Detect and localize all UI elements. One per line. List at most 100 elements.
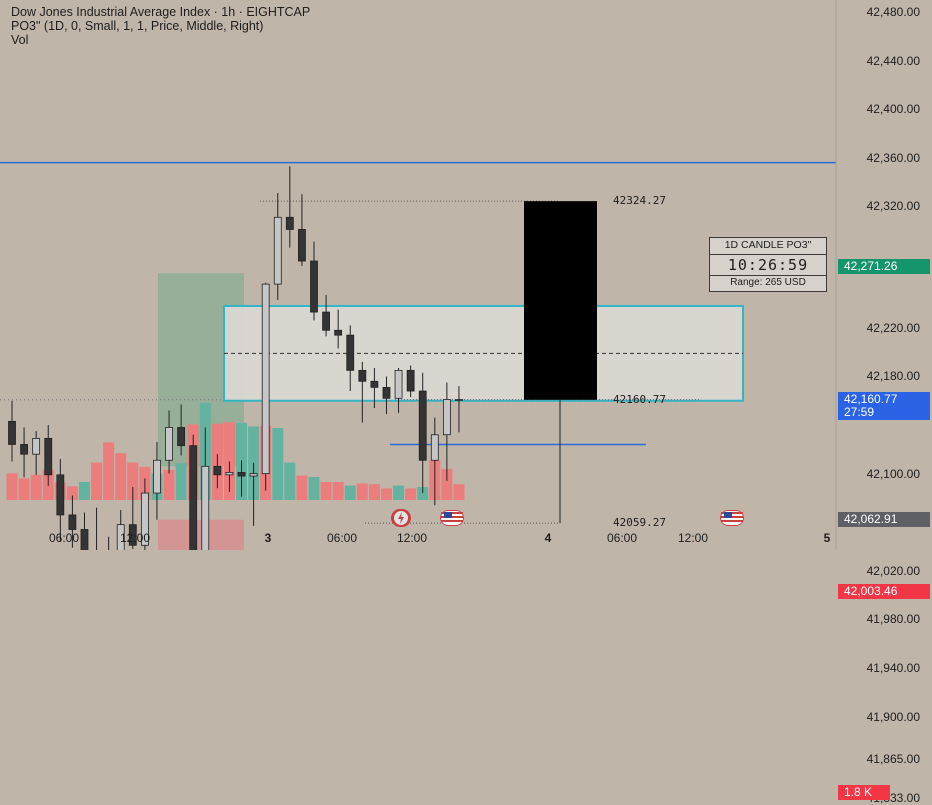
candle-body	[442, 399, 451, 436]
price-label-blue: 42,160.77 27:59	[838, 391, 930, 420]
us-flag-icon	[720, 510, 744, 526]
candle-body	[189, 445, 198, 550]
price-tick-label: 41,940.00	[866, 660, 920, 675]
candle-body	[213, 465, 222, 476]
candle-body	[370, 380, 379, 388]
time-tick-label: 06:00	[606, 531, 638, 545]
candle-body	[406, 369, 415, 392]
candle-body	[44, 437, 53, 476]
candle-body	[455, 399, 463, 401]
price-label-red: 1.8 K	[838, 784, 890, 800]
time-tick-label: 06:00	[48, 531, 80, 545]
volume-bar	[175, 463, 187, 500]
candle-body	[237, 472, 246, 477]
po3-level-annotation: 42324.27	[613, 194, 666, 208]
price-label-value: 42,160.77	[844, 391, 898, 406]
price-tick-label: 42,180.00	[866, 369, 920, 384]
price-label-red: 42,003.46	[838, 583, 930, 599]
volume-bar	[127, 462, 139, 500]
time-tick-label: 12:00	[119, 531, 151, 545]
price-tick-label: 42,360.00	[866, 150, 920, 165]
candle-body	[273, 216, 282, 285]
candle-body	[261, 283, 270, 475]
volume-bar	[296, 475, 308, 500]
price-tick-label: 42,400.00	[866, 102, 920, 117]
candle-body	[298, 229, 306, 262]
time-tick-label: 4	[544, 531, 552, 545]
volume-bar	[453, 484, 465, 500]
po3-info-panel: 1D CANDLE PO3" 10:26:59 Range: 265 USD	[709, 237, 827, 292]
po3-level-annotation: 42059.27	[613, 516, 666, 530]
candle-body	[80, 529, 89, 550]
time-tick-label: 12:00	[396, 531, 428, 545]
candle-body	[20, 444, 28, 455]
candle-body	[285, 216, 294, 230]
volume-bar	[18, 478, 30, 500]
candle-body	[358, 369, 367, 382]
price-tick-label: 41,980.00	[866, 612, 920, 627]
lightning-event-icon[interactable]	[391, 509, 411, 527]
volume-bar	[417, 487, 429, 500]
price-tick-label: 42,220.00	[866, 320, 920, 335]
candle-body	[165, 427, 173, 461]
candle-body	[249, 473, 258, 477]
volume-bar	[284, 462, 296, 500]
candle-body	[418, 390, 427, 461]
volume-bar	[30, 474, 42, 500]
volume-bar	[66, 486, 78, 500]
candle-body	[310, 260, 318, 313]
candle-body	[116, 524, 125, 550]
us-flag-event-icon[interactable]	[440, 510, 464, 526]
po3-countdown: 10:26:59	[710, 254, 826, 276]
volume-bar	[332, 482, 344, 500]
candle-body	[394, 369, 403, 399]
volume-bar	[272, 428, 284, 500]
candle-body	[32, 437, 41, 455]
volume-bar	[308, 476, 320, 500]
price-tick-label: 42,480.00	[866, 5, 920, 19]
volume-label: Vol	[11, 33, 29, 47]
time-tick-label: 5	[823, 531, 831, 545]
volume-bar	[223, 422, 235, 500]
price-tick-label: 42,440.00	[866, 53, 920, 68]
po3-range: Range: 265 USD	[730, 277, 806, 288]
candle-body	[140, 492, 149, 546]
indicator-label: PO3" (1D, 0, Small, 1, 1, Price, Middle,…	[11, 19, 264, 33]
po3-candle-body	[524, 201, 597, 400]
price-tick-label: 41,900.00	[866, 709, 920, 724]
candle-body	[56, 474, 65, 516]
us-flag-event-icon-2[interactable]	[720, 510, 744, 526]
candle-body	[430, 434, 439, 461]
candle-body	[153, 459, 161, 494]
chart-canvas[interactable]	[0, 0, 932, 550]
price-label-green: 42,271.26	[838, 258, 930, 274]
po3-title: 1D CANDLE PO3"	[724, 239, 812, 251]
lightning-icon	[392, 509, 410, 527]
volume-bar	[103, 442, 115, 500]
volume-bar	[6, 473, 18, 500]
time-tick-label: 12:00	[677, 531, 709, 545]
candle-body	[346, 334, 355, 371]
candle-body	[201, 465, 210, 550]
volume-bar	[78, 482, 90, 500]
volume-bar	[393, 485, 405, 500]
candle-body	[382, 386, 391, 399]
candle-countdown: 27:59	[844, 404, 875, 419]
volume-bar	[163, 469, 175, 500]
volume-bar	[320, 482, 332, 500]
chart-title: Dow Jones Industrial Average Index · 1h …	[11, 5, 311, 19]
volume-bar	[441, 469, 453, 500]
candle-body	[8, 420, 16, 445]
po3-level-annotation: 42160.77	[613, 392, 666, 406]
long-stop-zone	[158, 519, 244, 550]
candle-body	[68, 514, 77, 530]
price-tick-label: 41,865.00	[866, 752, 920, 767]
candle-body	[128, 524, 137, 546]
price-tick-label: 42,100.00	[866, 466, 920, 481]
volume-bar	[356, 483, 368, 500]
price-label-gray: 42,062.91	[838, 511, 930, 527]
volume-bar	[405, 488, 417, 500]
volume-bar	[344, 485, 356, 500]
time-tick-label: 3	[264, 531, 272, 545]
